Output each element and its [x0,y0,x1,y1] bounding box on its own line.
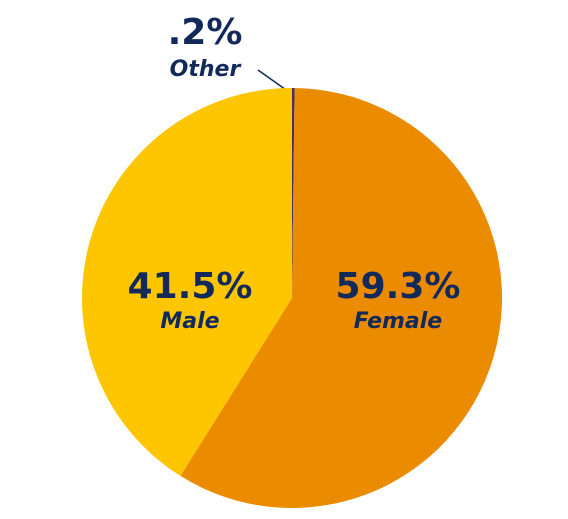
pie-slice [81,87,292,476]
category-label: Other [170,57,242,82]
value-label: 41.5% [128,266,253,307]
value-label: 59.3% [336,266,461,307]
pie-slice [292,88,295,298]
value-label: .2% [168,12,243,53]
category-label: Female [354,309,443,334]
category-label: Male [160,309,219,334]
pie-slice [180,88,502,509]
